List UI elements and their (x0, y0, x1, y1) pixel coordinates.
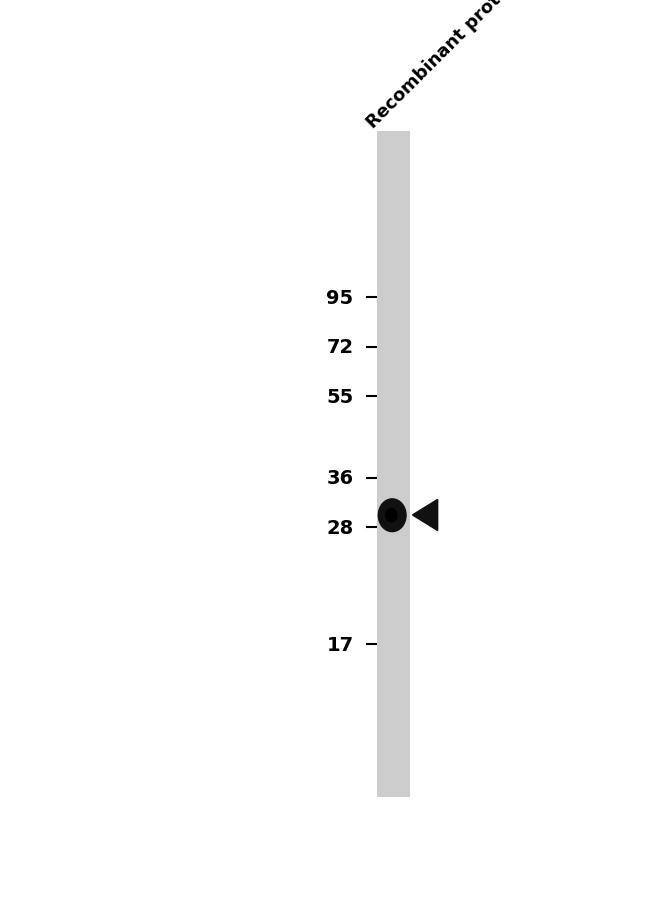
Text: 95: 95 (326, 289, 354, 307)
Text: 28: 28 (326, 518, 354, 538)
Text: 55: 55 (326, 388, 354, 406)
Text: Recombinant protein: Recombinant protein (363, 0, 526, 131)
Text: 17: 17 (326, 635, 354, 654)
Bar (377, 131, 410, 797)
Text: 72: 72 (326, 338, 354, 357)
Ellipse shape (386, 509, 397, 522)
Text: 36: 36 (326, 469, 354, 488)
Polygon shape (413, 500, 437, 531)
Ellipse shape (378, 499, 406, 532)
